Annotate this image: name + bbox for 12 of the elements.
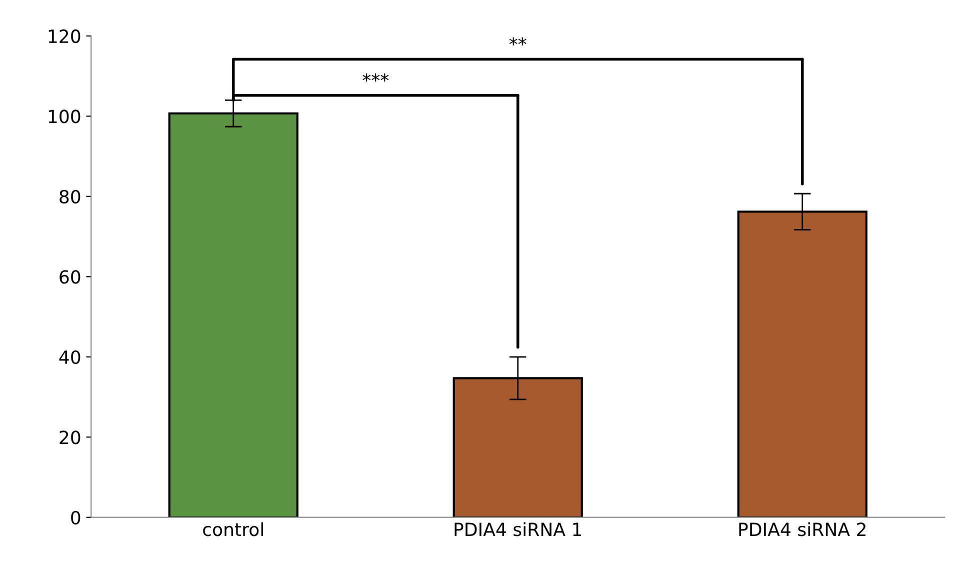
x-tick-label: PDIA4 siRNA 2	[739, 522, 866, 536]
y-tick-label: 100	[48, 110, 80, 124]
x-tick-label: PDIA4 siRNA 1	[454, 522, 582, 536]
x-tick-label: control	[203, 522, 263, 536]
y-tick-label: 60	[60, 270, 80, 284]
y-tick-label: 80	[60, 190, 80, 204]
annotation: **	[509, 37, 526, 46]
y-tick-label: 20	[60, 430, 80, 444]
annotation: ***	[362, 73, 389, 82]
y-tick-label: 40	[59, 350, 80, 364]
y-tick-label: 120	[48, 29, 80, 44]
y-tick-label: 0	[71, 510, 80, 524]
